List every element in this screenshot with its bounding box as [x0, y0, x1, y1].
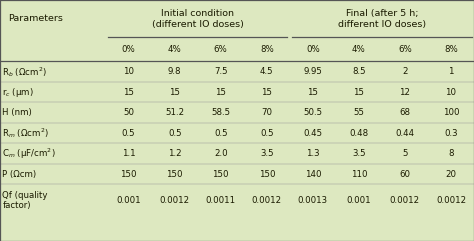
Text: 0.0012: 0.0012 [160, 196, 190, 205]
Text: 2: 2 [402, 67, 408, 76]
Text: 8: 8 [448, 149, 454, 158]
Text: 68: 68 [400, 108, 410, 117]
Text: 55: 55 [354, 108, 365, 117]
Text: 8.5: 8.5 [352, 67, 366, 76]
Text: C$_m$ (μF/cm$^2$): C$_m$ (μF/cm$^2$) [2, 147, 56, 161]
Text: 15: 15 [215, 88, 226, 97]
Text: R$_b$ (Ωcm$^2$): R$_b$ (Ωcm$^2$) [2, 65, 47, 79]
Text: 60: 60 [400, 170, 410, 179]
Text: Final (after 5 h;
different IO doses): Final (after 5 h; different IO doses) [338, 9, 426, 29]
Text: P (Ωcm): P (Ωcm) [2, 170, 36, 179]
Text: 15: 15 [169, 88, 180, 97]
Text: 4%: 4% [168, 45, 182, 54]
Text: Qf (quality
factor): Qf (quality factor) [2, 191, 48, 210]
Text: 0.0013: 0.0013 [298, 196, 328, 205]
Text: 0.001: 0.001 [346, 196, 371, 205]
Text: 50: 50 [123, 108, 134, 117]
Text: 1.2: 1.2 [168, 149, 182, 158]
Text: 150: 150 [166, 170, 183, 179]
Text: r$_c$ (μm): r$_c$ (μm) [2, 86, 34, 99]
Text: 0.45: 0.45 [303, 129, 322, 138]
Text: 15: 15 [123, 88, 134, 97]
Text: 0.0012: 0.0012 [436, 196, 466, 205]
Text: R$_m$ (Ωcm$^2$): R$_m$ (Ωcm$^2$) [2, 126, 49, 140]
Text: 100: 100 [443, 108, 459, 117]
Text: 51.2: 51.2 [165, 108, 184, 117]
Text: 0.5: 0.5 [122, 129, 136, 138]
Text: 4.5: 4.5 [260, 67, 273, 76]
Text: Parameters: Parameters [9, 14, 64, 23]
Text: 110: 110 [351, 170, 367, 179]
Text: 1.3: 1.3 [306, 149, 319, 158]
Text: 8%: 8% [444, 45, 458, 54]
Text: 6%: 6% [214, 45, 228, 54]
Text: 0.0011: 0.0011 [206, 196, 236, 205]
Text: 6%: 6% [398, 45, 412, 54]
Text: 0.0012: 0.0012 [390, 196, 420, 205]
Text: 0.44: 0.44 [395, 129, 414, 138]
Text: 15: 15 [354, 88, 365, 97]
Text: 0.3: 0.3 [444, 129, 458, 138]
Text: 0.48: 0.48 [349, 129, 368, 138]
Text: 10: 10 [123, 67, 134, 76]
Text: 7.5: 7.5 [214, 67, 228, 76]
Text: 9.95: 9.95 [303, 67, 322, 76]
Text: 15: 15 [307, 88, 319, 97]
Text: 0.001: 0.001 [116, 196, 141, 205]
Text: 15: 15 [261, 88, 272, 97]
Text: 10: 10 [446, 88, 456, 97]
Text: 0%: 0% [306, 45, 320, 54]
Text: 2.0: 2.0 [214, 149, 228, 158]
Text: 70: 70 [261, 108, 272, 117]
Text: 3.5: 3.5 [352, 149, 366, 158]
Text: 58.5: 58.5 [211, 108, 230, 117]
Text: 150: 150 [120, 170, 137, 179]
Text: 0.5: 0.5 [214, 129, 228, 138]
Text: Initial condition
(different IO doses): Initial condition (different IO doses) [152, 9, 244, 29]
Text: 150: 150 [258, 170, 275, 179]
Text: 3.5: 3.5 [260, 149, 273, 158]
Text: 0.5: 0.5 [260, 129, 273, 138]
Text: 0.5: 0.5 [168, 129, 182, 138]
Text: 9.8: 9.8 [168, 67, 182, 76]
Text: 1.1: 1.1 [122, 149, 136, 158]
Text: 20: 20 [446, 170, 456, 179]
Text: 150: 150 [212, 170, 229, 179]
Text: 8%: 8% [260, 45, 273, 54]
Text: 1: 1 [448, 67, 454, 76]
Text: 0%: 0% [122, 45, 136, 54]
Text: 0.0012: 0.0012 [252, 196, 282, 205]
Text: H (nm): H (nm) [2, 108, 32, 117]
Text: 4%: 4% [352, 45, 366, 54]
Text: 50.5: 50.5 [303, 108, 322, 117]
Text: 12: 12 [400, 88, 410, 97]
Text: 140: 140 [305, 170, 321, 179]
Text: 5: 5 [402, 149, 408, 158]
